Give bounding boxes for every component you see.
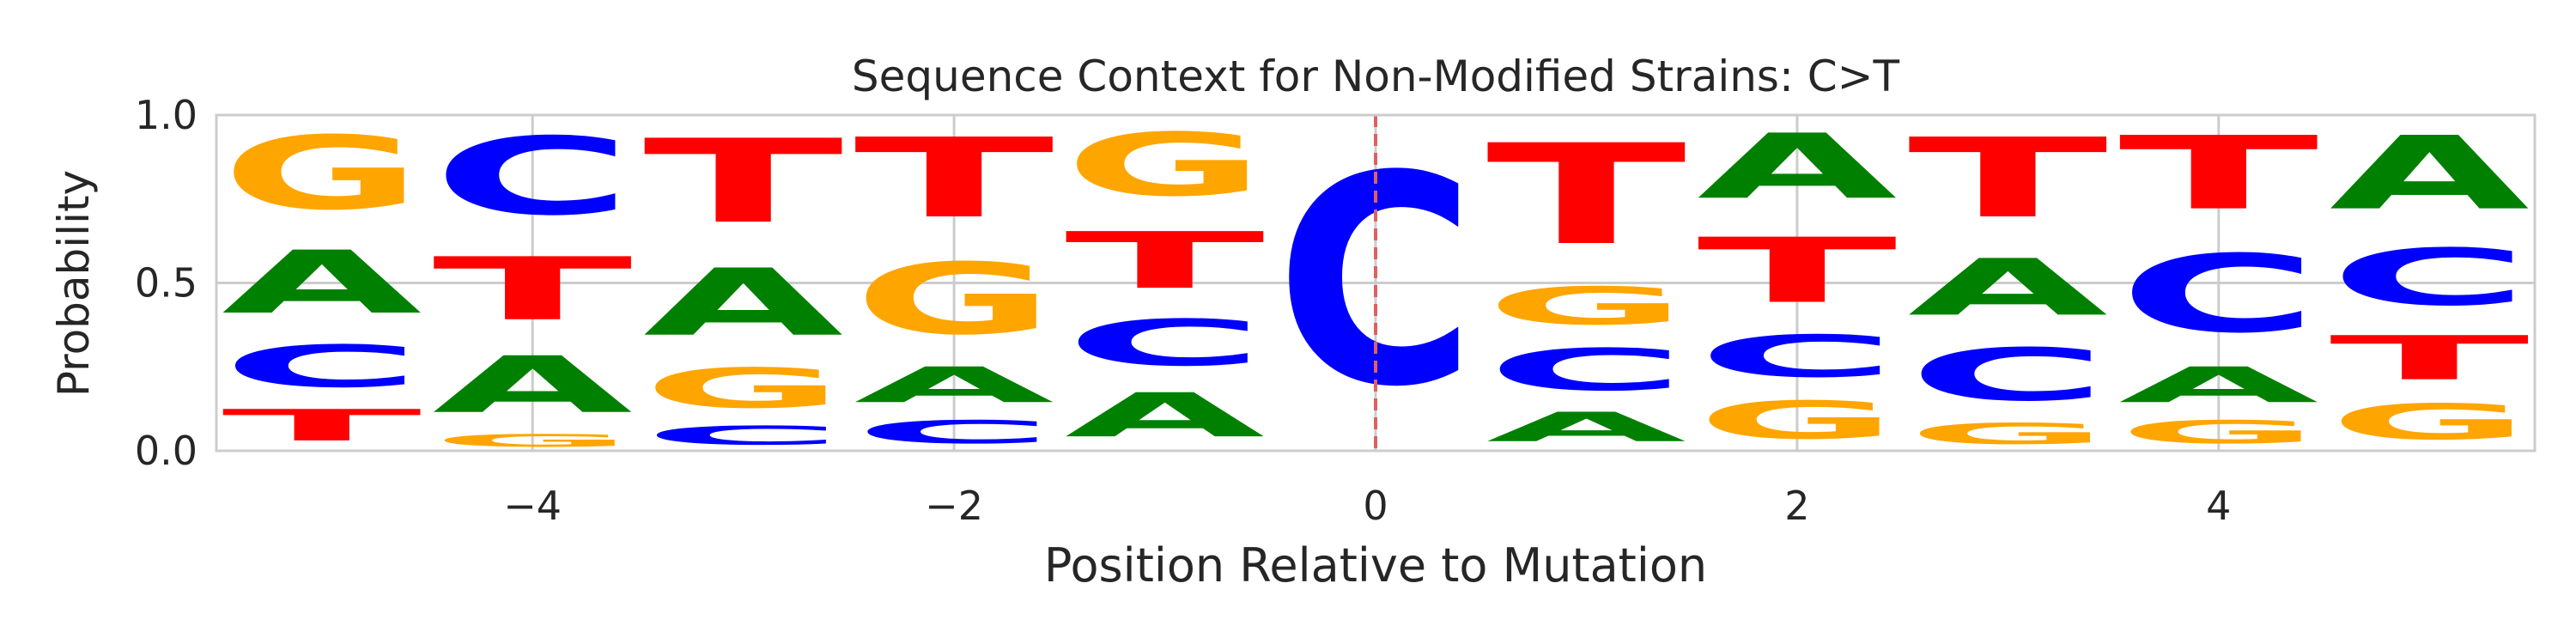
- logo-letter-t: T: [1065, 216, 1265, 306]
- logo-letter-a: A: [1697, 115, 1897, 219]
- logo-letter-c: C: [1486, 337, 1686, 404]
- logo-letter-a: A: [2118, 357, 2318, 414]
- x-tick-label: −4: [503, 483, 562, 529]
- logo-letter-t: T: [222, 400, 422, 451]
- y-tick-label: 0.5: [135, 260, 197, 307]
- logo-letter-g: G: [2330, 394, 2530, 451]
- x-axis-label: Position Relative to Mutation: [1044, 538, 1707, 592]
- logo-letter-c: C: [433, 115, 633, 240]
- logo-letter-g: G: [2118, 414, 2318, 451]
- logo-letter-c: C: [222, 333, 422, 400]
- logo-letter-a: A: [222, 233, 422, 333]
- logo-letter-c: C: [2118, 232, 2318, 356]
- logo-letter-g: G: [1697, 391, 1897, 451]
- logo-letter-c: C: [1065, 307, 1265, 380]
- logo-letter-t: T: [2118, 115, 2318, 233]
- logo-letter-a: A: [854, 357, 1054, 414]
- tick-labels: −4 −2 0 2 4 0.0 0.5 1.0: [135, 92, 2232, 529]
- logo-letter-t: T: [433, 240, 633, 340]
- logo-letter-c: C: [1697, 324, 1897, 391]
- y-tick-label: 1.0: [135, 92, 197, 138]
- y-axis-label: Probability: [49, 170, 99, 397]
- x-tick-label: −2: [925, 483, 983, 529]
- logo-letter-g: G: [643, 356, 843, 420]
- logo-letter-c: C: [1908, 333, 2108, 417]
- logo-letter-t: T: [1908, 115, 2110, 242]
- x-tick-label: 2: [1784, 483, 1809, 529]
- logo-letter-g: G: [1486, 276, 1686, 337]
- logo-letter-g: G: [222, 115, 422, 233]
- logo-letter-a: A: [1908, 243, 2108, 333]
- logo-letter-t: T: [1697, 219, 1897, 323]
- chart-title: Sequence Context for Non-Modified Strain…: [852, 52, 1900, 101]
- plot-frame: [215, 113, 2537, 453]
- logo-letter-c: C: [643, 421, 843, 451]
- logo-letter-t: T: [643, 115, 845, 249]
- logo-letter-a: A: [643, 249, 843, 356]
- logo-letter-a: A: [2330, 115, 2530, 233]
- logo-letter-a: A: [433, 340, 633, 430]
- logo-letter-t: T: [2330, 323, 2530, 393]
- logo-letter-a: A: [1486, 404, 1686, 451]
- x-tick-label: 4: [2206, 483, 2231, 529]
- logo-letter-c: C: [2330, 233, 2530, 324]
- logo-letter-g: G: [1065, 115, 1265, 216]
- y-tick-label: 0.0: [135, 428, 197, 474]
- logo-letter-g: G: [854, 243, 1054, 357]
- logo-letter-c: C: [854, 414, 1054, 451]
- logo-letter-c: C: [1275, 115, 1475, 450]
- logo-letter-g: G: [1908, 417, 2108, 451]
- logo-letter-g: G: [433, 431, 633, 451]
- logo-letter-a: A: [1065, 380, 1265, 451]
- logo-letter-t: T: [854, 115, 1056, 242]
- x-tick-label: 0: [1363, 483, 1388, 529]
- logo-letter-t: T: [1486, 115, 1688, 276]
